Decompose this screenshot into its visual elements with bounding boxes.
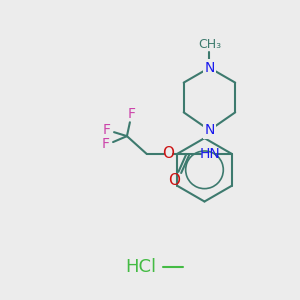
Text: HN: HN [200, 147, 220, 161]
Text: O: O [163, 146, 175, 161]
Text: CH₃: CH₃ [198, 38, 221, 52]
Text: O: O [169, 173, 181, 188]
Text: F: F [103, 123, 111, 137]
Text: N: N [204, 123, 214, 137]
Text: F: F [128, 107, 136, 121]
Text: HCl: HCl [125, 258, 157, 276]
Text: F: F [101, 137, 109, 151]
Text: N: N [204, 61, 214, 75]
